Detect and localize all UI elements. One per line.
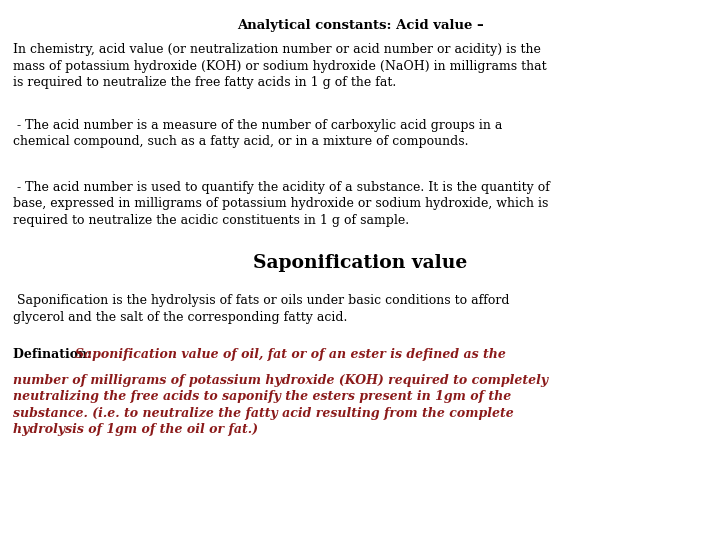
Text: - The acid number is a measure of the number of carboxylic acid groups in a
chem: - The acid number is a measure of the nu…	[13, 119, 503, 148]
Text: Analytical constants: Acid value –: Analytical constants: Acid value –	[237, 19, 483, 32]
Text: - The acid number is used to quantify the acidity of a substance. It is the quan: - The acid number is used to quantify th…	[13, 181, 550, 227]
Text: Defination:: Defination:	[13, 348, 96, 361]
Text: Saponification is the hydrolysis of fats or oils under basic conditions to affor: Saponification is the hydrolysis of fats…	[13, 294, 510, 324]
Text: In chemistry, acid value (or neutralization number or acid number or acidity) is: In chemistry, acid value (or neutralizat…	[13, 43, 546, 89]
Text: Saponification value: Saponification value	[253, 254, 467, 272]
Text: number of milligrams of potassium hydroxide (KOH) required to completely
neutral: number of milligrams of potassium hydrox…	[13, 374, 548, 436]
Text: Saponification value of oil, fat or of an ester is defined as the: Saponification value of oil, fat or of a…	[76, 348, 506, 361]
